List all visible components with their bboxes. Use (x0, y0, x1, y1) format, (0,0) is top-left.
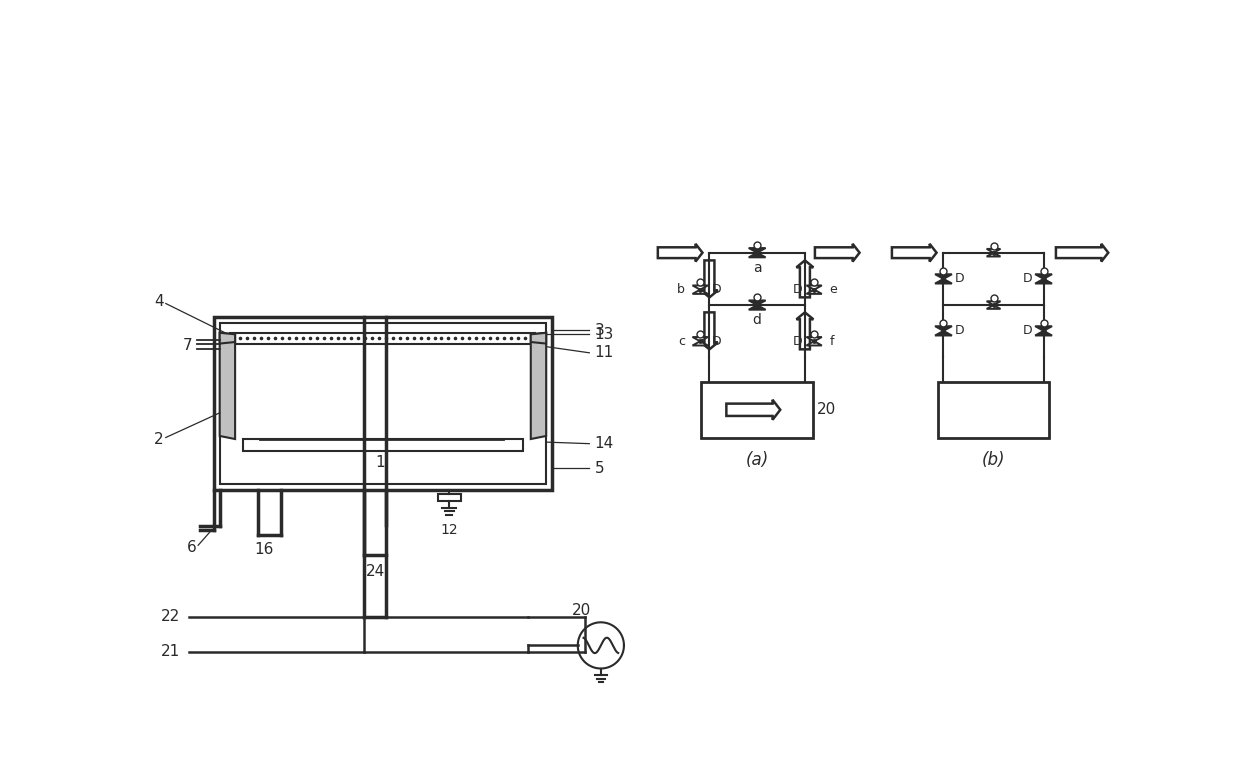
Text: D: D (955, 325, 965, 337)
Polygon shape (701, 312, 718, 350)
Bar (702, 382, 813, 437)
Polygon shape (796, 312, 813, 350)
Text: 21: 21 (160, 644, 180, 659)
Bar (937, 382, 1049, 437)
Polygon shape (1035, 274, 1052, 279)
Polygon shape (692, 285, 708, 289)
Text: d: d (753, 314, 761, 328)
Polygon shape (1035, 331, 1052, 336)
Text: 16: 16 (254, 543, 273, 557)
Text: D: D (792, 335, 802, 348)
Polygon shape (987, 301, 1001, 305)
Polygon shape (806, 289, 822, 294)
Text: 11: 11 (595, 345, 614, 361)
Text: c: c (678, 335, 684, 348)
Polygon shape (219, 332, 236, 343)
Text: D: D (1023, 272, 1032, 285)
Polygon shape (935, 274, 952, 279)
Text: e: e (830, 283, 837, 296)
Bar (243, 439, 523, 452)
Polygon shape (987, 252, 1001, 256)
Polygon shape (531, 332, 546, 343)
Polygon shape (658, 244, 703, 262)
Text: D: D (712, 335, 722, 348)
Polygon shape (692, 289, 708, 294)
Polygon shape (749, 300, 765, 305)
Text: (b): (b) (982, 452, 1006, 470)
Polygon shape (806, 285, 822, 289)
Polygon shape (892, 244, 936, 262)
Bar (213, 317, 552, 490)
Polygon shape (987, 305, 1001, 309)
Text: 12: 12 (440, 523, 458, 537)
Text: 6: 6 (187, 540, 197, 555)
Bar (231, 332, 536, 343)
Text: 24: 24 (366, 564, 384, 579)
Text: (a): (a) (745, 452, 769, 470)
Polygon shape (219, 332, 236, 439)
Text: 22: 22 (160, 609, 180, 624)
Text: 20: 20 (817, 402, 836, 417)
Polygon shape (727, 400, 780, 419)
Polygon shape (692, 341, 708, 346)
Polygon shape (806, 341, 822, 346)
Text: b: b (677, 283, 684, 296)
Polygon shape (749, 305, 765, 310)
Polygon shape (815, 244, 859, 262)
Polygon shape (692, 337, 708, 341)
Polygon shape (749, 248, 765, 252)
Text: f: f (830, 335, 835, 348)
Text: a: a (753, 261, 761, 275)
Polygon shape (749, 252, 765, 257)
Polygon shape (531, 332, 546, 439)
Polygon shape (701, 260, 718, 297)
Polygon shape (1035, 279, 1052, 284)
Polygon shape (935, 331, 952, 336)
Text: 7: 7 (182, 338, 192, 353)
Text: 5: 5 (595, 461, 604, 476)
Text: 4: 4 (154, 294, 164, 309)
Polygon shape (987, 249, 1001, 252)
Text: D: D (1023, 325, 1032, 337)
Text: D: D (792, 283, 802, 296)
Polygon shape (1035, 326, 1052, 331)
Polygon shape (935, 279, 952, 284)
Bar (219, 323, 546, 484)
Text: D: D (955, 272, 965, 285)
Text: 3: 3 (595, 323, 604, 338)
Text: D: D (712, 283, 722, 296)
Text: 20: 20 (572, 604, 591, 619)
Polygon shape (796, 260, 813, 297)
Bar (438, 494, 461, 502)
Polygon shape (935, 326, 952, 331)
Text: 13: 13 (595, 327, 614, 342)
Text: 14: 14 (595, 436, 614, 451)
Text: 2: 2 (154, 432, 164, 448)
Polygon shape (1056, 244, 1109, 262)
Polygon shape (806, 337, 822, 341)
Text: 1: 1 (374, 455, 384, 470)
